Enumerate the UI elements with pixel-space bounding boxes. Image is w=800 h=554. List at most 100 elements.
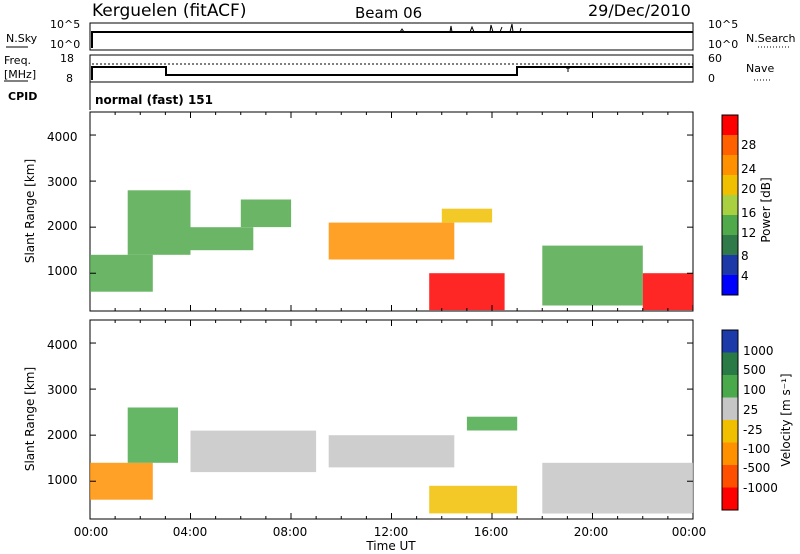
power-cbar-tick-16: 16 bbox=[741, 206, 756, 220]
vel-cbar-tick-25: 25 bbox=[743, 403, 758, 417]
vel-cbar-tick-100: 100 bbox=[743, 383, 766, 397]
x-tick-2400: 00:00 bbox=[672, 525, 707, 539]
echo-region-1 bbox=[127, 407, 178, 463]
power-y-tick-1000: 1000 bbox=[47, 264, 78, 278]
colorbar-swatch bbox=[722, 442, 738, 466]
colorbar-swatch bbox=[722, 487, 738, 511]
velocity-colorbar: 1000 500 100 25 -25 -100 -500 -1000 Velo… bbox=[721, 329, 793, 511]
power-colorbar: 28 24 20 16 12 8 4 Power [dB] bbox=[721, 114, 773, 296]
freq-label-1: Freq. bbox=[4, 54, 31, 67]
vel-cbar-tick-500: 500 bbox=[743, 363, 766, 377]
freq-line bbox=[91, 66, 693, 80]
echo-region-7 bbox=[542, 245, 643, 306]
power-plot: 1000 2000 3000 4000 Slant Range [km] bbox=[23, 111, 694, 312]
nsky-panel bbox=[89, 22, 694, 51]
power-cbar-tick-20: 20 bbox=[741, 182, 756, 196]
velocity-colorbar-frame bbox=[721, 329, 739, 511]
echo-region-0 bbox=[90, 254, 153, 292]
nave-tick-bottom: 0 bbox=[708, 72, 715, 85]
freq-glitch bbox=[566, 67, 570, 72]
echo-region-1 bbox=[127, 190, 191, 255]
echo-region-2 bbox=[190, 227, 254, 251]
power-y-tick-2000: 2000 bbox=[47, 219, 78, 233]
colorbar-swatch bbox=[722, 115, 738, 136]
x-tick-1600: 16:00 bbox=[474, 525, 509, 539]
colorbar-swatch bbox=[722, 175, 738, 196]
power-cbar-tick-28: 28 bbox=[741, 138, 756, 152]
power-colorbar-swatches bbox=[722, 115, 738, 296]
vel-cbar-tick-m1000: -1000 bbox=[743, 481, 778, 495]
x-tick-1200: 12:00 bbox=[374, 525, 409, 539]
echo-region-3 bbox=[240, 199, 292, 228]
station-title: Kerguelen (fitACF) bbox=[92, 1, 246, 21]
nsky-noise bbox=[399, 23, 522, 33]
power-y-axis-label: Slant Range [km] bbox=[23, 159, 37, 263]
velocity-y-axis-label: Slant Range [km] bbox=[23, 367, 37, 471]
echo-region-5 bbox=[429, 273, 505, 311]
x-tick-2000: 20:00 bbox=[574, 525, 609, 539]
nsky-tick-bottom: 10^0 bbox=[50, 38, 80, 51]
x-tick-0800: 08:00 bbox=[273, 525, 308, 539]
colorbar-swatch bbox=[722, 275, 738, 296]
nave-tick-top: 60 bbox=[708, 52, 722, 65]
x-tick-0000: 00:00 bbox=[74, 525, 109, 539]
power-axis-ticks bbox=[89, 112, 694, 311]
nsearch-label: N.Search bbox=[746, 32, 796, 45]
nsky-label: N.Sky bbox=[6, 32, 38, 45]
power-cbar-tick-24: 24 bbox=[741, 162, 756, 176]
echo-region-0 bbox=[90, 462, 153, 500]
echo-region-6 bbox=[441, 208, 493, 223]
freq-label-2: [MHz] bbox=[4, 68, 36, 81]
nave-label: Nave bbox=[746, 62, 774, 75]
colorbar-swatch bbox=[722, 397, 738, 421]
vel-cbar-tick-1000: 1000 bbox=[743, 344, 774, 358]
power-colorbar-label: Power [dB] bbox=[759, 177, 773, 242]
colorbar-swatch bbox=[722, 195, 738, 216]
freq-panel bbox=[89, 54, 694, 83]
colorbar-swatch bbox=[722, 352, 738, 376]
vel-cbar-tick-m100: -100 bbox=[743, 442, 770, 456]
velocity-colorbar-swatches bbox=[722, 330, 738, 511]
power-colorbar-frame bbox=[721, 114, 739, 296]
power-y-tick-3000: 3000 bbox=[47, 175, 78, 189]
colorbar-swatch bbox=[722, 215, 738, 236]
freq-tick-top: 18 bbox=[60, 52, 74, 65]
nsearch-tick-top: 10^5 bbox=[708, 18, 738, 31]
echo-region-4 bbox=[328, 222, 455, 260]
power-y-tick-4000: 4000 bbox=[47, 130, 78, 144]
x-tick-0400: 04:00 bbox=[173, 525, 208, 539]
colorbar-swatch bbox=[722, 135, 738, 156]
velocity-y-tick-2000: 2000 bbox=[47, 428, 78, 442]
vel-cbar-tick-m500: -500 bbox=[743, 461, 770, 475]
date-label: 29/Dec/2010 bbox=[588, 1, 691, 20]
velocity-y-tick-3000: 3000 bbox=[47, 383, 78, 397]
colorbar-swatch bbox=[722, 375, 738, 398]
colorbar-swatch bbox=[722, 255, 738, 276]
colorbar-swatch bbox=[722, 420, 738, 443]
velocity-y-tick-1000: 1000 bbox=[47, 473, 78, 487]
echo-region-3 bbox=[328, 435, 455, 468]
cpid-value: normal (fast) 151 bbox=[95, 93, 213, 107]
echo-region-2 bbox=[190, 430, 317, 473]
power-cbar-tick-4: 4 bbox=[741, 269, 749, 283]
echo-region-6 bbox=[542, 462, 694, 514]
power-data-layer bbox=[90, 190, 694, 311]
power-cbar-tick-8: 8 bbox=[741, 249, 749, 263]
velocity-y-tick-4000: 4000 bbox=[47, 338, 78, 352]
velocity-data-layer bbox=[90, 407, 694, 514]
echo-region-5 bbox=[466, 416, 518, 431]
colorbar-swatch bbox=[722, 235, 738, 256]
velocity-plot: 1000 2000 3000 4000 Slant Range [km] bbox=[23, 319, 694, 520]
colorbar-swatch bbox=[722, 330, 738, 353]
vel-cbar-tick-m25: -25 bbox=[743, 423, 763, 437]
beam-label: Beam 06 bbox=[355, 4, 422, 22]
colorbar-swatch bbox=[722, 155, 738, 176]
power-cbar-tick-12: 12 bbox=[741, 226, 756, 240]
colorbar-swatch bbox=[722, 465, 738, 488]
echo-region-4 bbox=[429, 485, 518, 514]
freq-tick-bottom: 8 bbox=[66, 72, 73, 85]
nsky-tick-top: 10^5 bbox=[50, 18, 80, 31]
echo-region-8 bbox=[642, 273, 694, 311]
velocity-colorbar-label: Velocity [m s⁻¹] bbox=[779, 373, 793, 466]
